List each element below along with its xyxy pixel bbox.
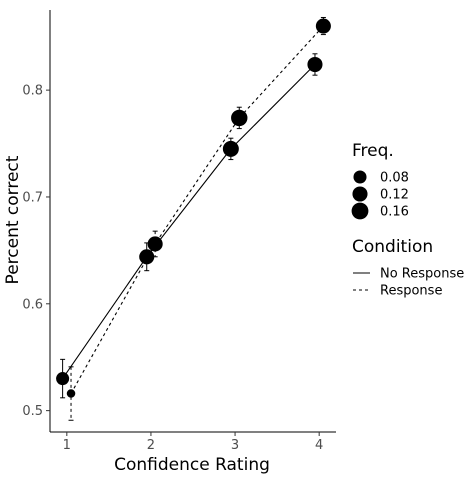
legend: Freq. Condition 0.08 0.12 0.16 No Response R… [351, 141, 464, 299]
error-bar [236, 106, 242, 130]
x-tick-label: 3 [231, 438, 239, 453]
legend-line-title: Condition [352, 237, 433, 257]
data-point-no-response [56, 372, 70, 386]
x-tick-label: 4 [315, 438, 323, 453]
y-tick-label: 0.7 [22, 190, 43, 205]
legend-size-key [351, 202, 369, 220]
data-point-no-response [139, 249, 155, 265]
y-tick-label: 0.8 [22, 84, 43, 99]
x-axis-title: Confidence Rating [114, 455, 270, 475]
data-point-no-response [307, 56, 323, 73]
legend-line-label: No Response [380, 267, 464, 282]
y-axis-title: Percent correct [3, 155, 23, 284]
y-tick-label: 0.6 [22, 297, 43, 312]
series-line-no-response [62, 64, 316, 379]
plot-area [56, 16, 331, 421]
legend-size-label: 0.16 [380, 205, 409, 220]
data-point-response [315, 18, 331, 34]
y-tick-label: 0.5 [22, 404, 43, 419]
legend-size-title: Freq. [352, 141, 394, 161]
x-tick-label: 2 [147, 438, 155, 453]
legend-line-label: Response [380, 284, 442, 299]
legend-size-label: 0.08 [380, 171, 409, 186]
legend-size-label: 0.12 [380, 188, 409, 203]
data-point-response [66, 389, 76, 398]
axes: 1 2 3 4 0.5 0.6 0.7 0.8 [22, 10, 336, 453]
legend-size-key [352, 186, 368, 202]
series-line-response [70, 25, 324, 394]
data-point-no-response [222, 140, 239, 157]
data-point-response [147, 236, 163, 252]
data-point-response [231, 109, 248, 127]
x-tick-label: 1 [63, 438, 71, 453]
legend-size-key [353, 170, 367, 184]
